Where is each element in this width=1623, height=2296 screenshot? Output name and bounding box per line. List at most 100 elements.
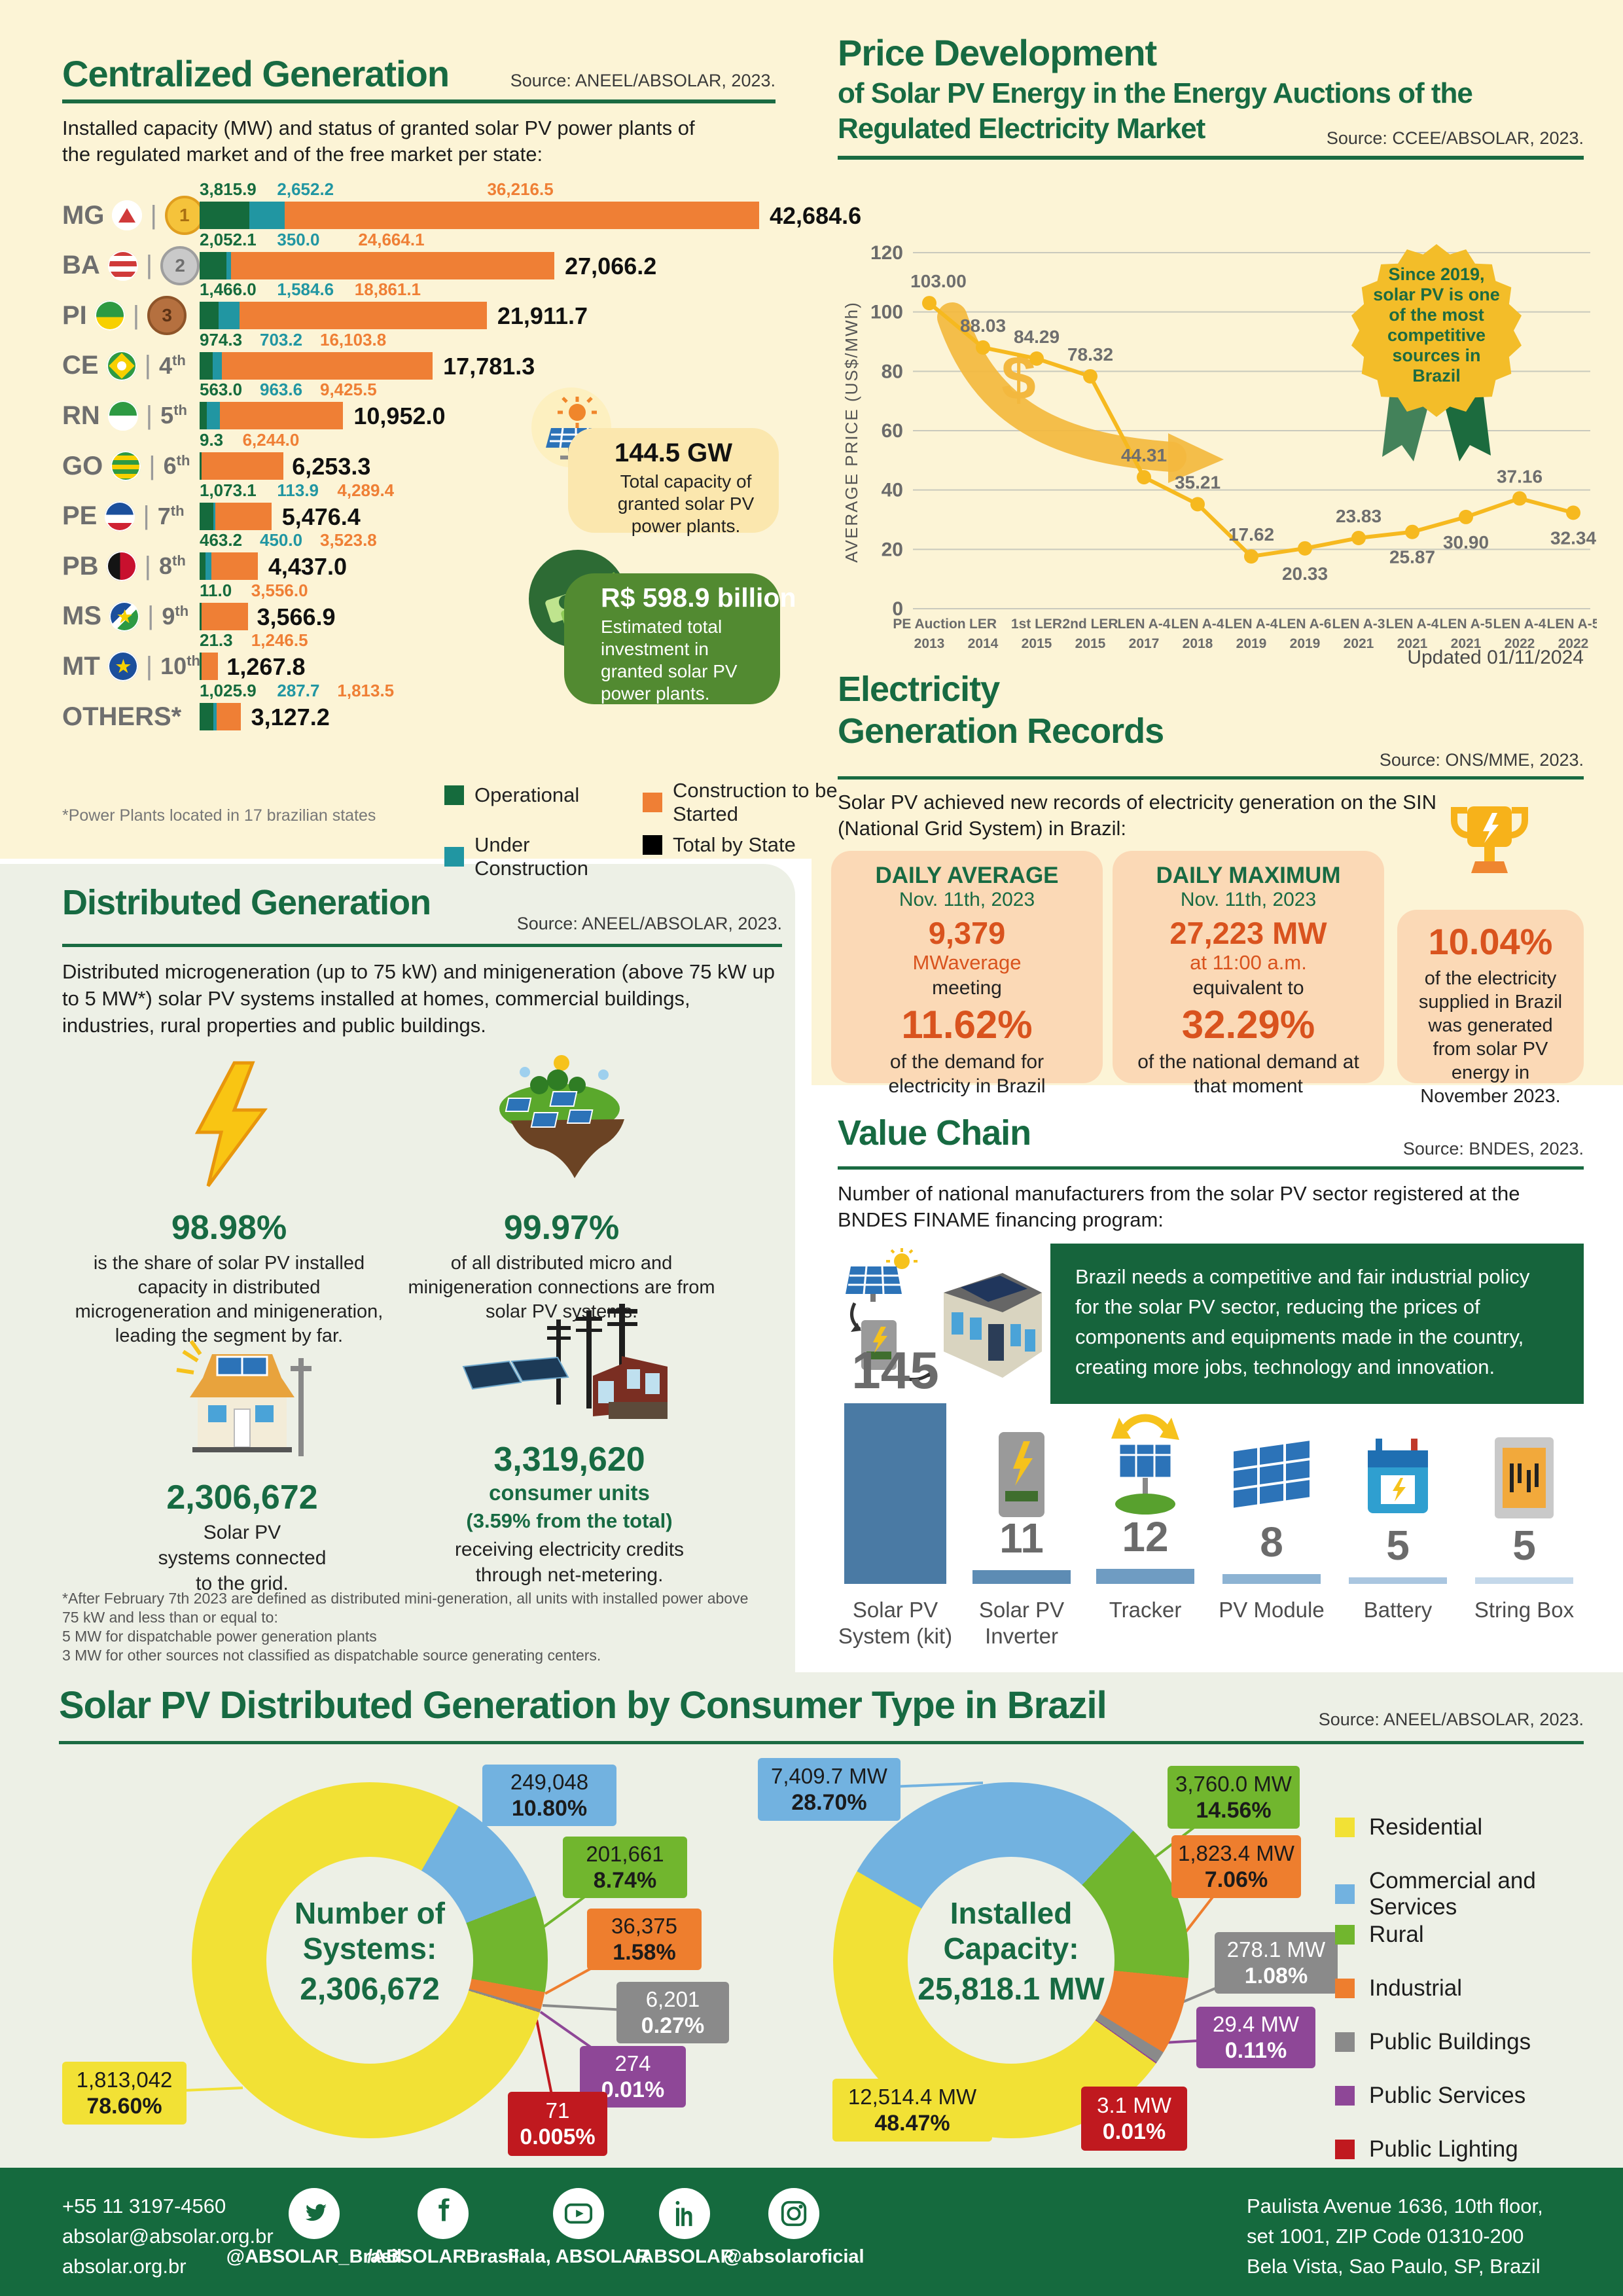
value-label-under-construction: 963.6 — [260, 380, 303, 400]
svg-text:LEN A-6: LEN A-6 — [1279, 617, 1332, 632]
value-label-operational: 11.0 — [200, 580, 232, 600]
rank-divider: | — [145, 401, 153, 430]
svg-text:Since 2019,: Since 2019, — [1388, 264, 1484, 284]
donut-callout-public-lighting: 71 0.005% — [508, 2092, 607, 2156]
stat2-pct: 99.97% — [503, 1209, 620, 1247]
twitter-icon[interactable] — [289, 2188, 340, 2239]
bar-segment-cs — [217, 703, 241, 730]
total-label: 1,267.8 — [226, 653, 306, 681]
donut-hole — [266, 1857, 473, 2064]
capacity-bubble: 144.5 GW Total capacity of granted solar… — [568, 428, 779, 536]
price-rule — [838, 156, 1584, 160]
centralized-footnote: *Power Plants located in 17 brazilian st… — [62, 806, 376, 825]
daily-maximum-desc: of the national demand at that moment — [1137, 1051, 1359, 1097]
distributed-footnote-1: *After February 7th 2023 are defined as … — [62, 1590, 749, 1626]
callout-value: 249,048 — [510, 1770, 589, 1794]
medal-bronze-icon: 3 — [147, 296, 187, 336]
consumer-legend-item: Rural — [1335, 1922, 1424, 1948]
value-chain-item-label: String Box — [1474, 1598, 1575, 1622]
svg-text:2019: 2019 — [1290, 636, 1321, 651]
callout-value: 3.1 MW — [1097, 2093, 1171, 2117]
value-label-operational: 9.3 — [200, 430, 224, 450]
svg-text:PE Auction: PE Auction — [893, 617, 965, 632]
donut-callout-public-services: 29.4 MW 0.11% — [1196, 2007, 1315, 2068]
net-line-1: consumer units — [489, 1480, 650, 1505]
consumer-legend-item: Industrial — [1335, 1975, 1462, 2001]
value-chain-count: 11 — [999, 1515, 1044, 1562]
callout-pct: 0.11% — [1224, 2038, 1287, 2063]
capacity-value: 144.5 GW — [614, 439, 733, 467]
value-label-to-be-started: 16,103.8 — [320, 329, 387, 350]
value-label-operational: 1,025.9 — [200, 681, 257, 700]
bar-segment-cs — [211, 552, 258, 581]
state-row-label: CE | 4th — [62, 349, 186, 383]
state-row-label: MT ★ | 10th — [62, 649, 200, 683]
svg-text:120: 120 — [870, 242, 903, 264]
bar-segment-op — [200, 302, 219, 330]
centralized-rule — [62, 99, 776, 103]
footer-contact: +55 11 3197-4560 absolar@absolar.org.br … — [62, 2191, 274, 2282]
value-label-to-be-started: 3,523.8 — [320, 530, 377, 550]
state-code: MS — [62, 601, 101, 631]
power-lines-icon — [458, 1304, 674, 1435]
grid-line-2: systems connected — [158, 1547, 327, 1569]
linkedin-handle[interactable]: /ABSOLAR — [635, 2246, 734, 2267]
facebook-icon[interactable] — [418, 2188, 469, 2239]
instagram-icon[interactable] — [768, 2188, 819, 2239]
state-code: PI — [62, 300, 87, 330]
grid-line-3: to the grid. — [196, 1573, 289, 1594]
svg-text:2021: 2021 — [1451, 636, 1482, 651]
footer-email[interactable]: absolar@absolar.org.br — [62, 2225, 274, 2248]
bar-segment-cs — [221, 351, 433, 380]
bar-segment-cs — [202, 452, 284, 480]
bar-segment-cs — [219, 402, 344, 430]
value-chain-policy-box: Brazil needs a competitive and fair indu… — [1050, 1244, 1584, 1404]
grid-systems-value: 2,306,672 — [166, 1479, 318, 1516]
svg-text:Brazil: Brazil — [1412, 366, 1461, 386]
centralized-legend-item: Construction to be Started — [643, 779, 839, 826]
string-box-icon — [1475, 1426, 1573, 1524]
instagram-handle[interactable]: @absolaroficial — [723, 2246, 865, 2267]
state-flag-icon — [94, 300, 125, 331]
legend-label: Operational — [474, 783, 580, 806]
daily-average-heading: DAILY AVERAGE — [875, 863, 1059, 888]
rank-label: 5th — [160, 402, 187, 429]
youtube-icon[interactable] — [553, 2188, 604, 2239]
svg-text:2015: 2015 — [1075, 636, 1106, 651]
state-flag-icon — [106, 350, 137, 381]
daily-maximum-connector: equivalent to — [1192, 977, 1304, 999]
price-subtitle-1: of Solar PV Energy in the Energy Auction… — [838, 77, 1473, 109]
rank-divider: | — [149, 451, 156, 480]
state-code: RN — [62, 401, 100, 430]
legend-label: Public Services — [1369, 2083, 1526, 2108]
twitter-handle[interactable]: @ABSOLAR_Brasil — [226, 2246, 402, 2267]
stat1-pct: 98.98% — [171, 1209, 287, 1247]
consumer-legend-item: Public Services — [1335, 2083, 1525, 2109]
youtube-handle[interactable]: Fala, ABSOLAR — [507, 2246, 650, 2267]
state-row-label: PE | 7th — [62, 499, 185, 533]
consumer-legend-item: Commercial and Services — [1335, 1868, 1623, 1920]
bar-segment-op — [200, 502, 214, 530]
value-label-under-construction: 450.0 — [260, 530, 303, 550]
value-label-operational: 2,052.1 — [200, 229, 257, 249]
value-label-operational: 3,815.9 — [200, 179, 257, 199]
tracker-icon — [1096, 1414, 1194, 1524]
svg-text:2021: 2021 — [1397, 636, 1428, 651]
right-center-value: 25,818.1 MW — [918, 1972, 1105, 2007]
svg-text:20.33: 20.33 — [1282, 564, 1328, 584]
facebook-handle[interactable]: /ABSOLARBrasil — [366, 2246, 520, 2267]
legend-swatch — [1335, 2032, 1355, 2052]
callout-value: 36,375 — [611, 1914, 677, 1938]
total-label: 17,781.3 — [443, 352, 535, 380]
svg-text:40: 40 — [882, 480, 903, 501]
footer-website[interactable]: absolar.org.br — [62, 2255, 187, 2278]
footer-address-1: Paulista Avenue 1636, 10th floor, — [1247, 2195, 1543, 2217]
state-code: MG — [62, 200, 105, 230]
net-line-2: (3.59% from the total) — [466, 1509, 673, 1532]
rank-label: 9th — [162, 602, 189, 630]
value-chain-bar — [972, 1570, 1071, 1584]
value-label-to-be-started: 1,813.5 — [337, 681, 395, 700]
linkedin-icon[interactable] — [659, 2188, 710, 2239]
state-row-label: RN | 5th — [62, 399, 187, 433]
